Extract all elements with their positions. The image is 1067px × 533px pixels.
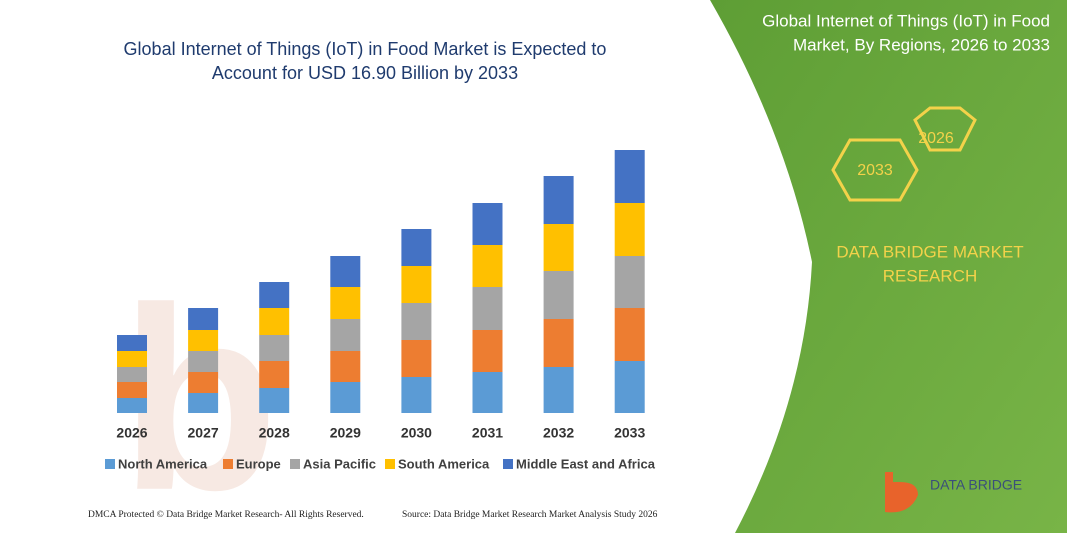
x-tick-label: 2030 — [401, 425, 432, 441]
bar-segment — [117, 382, 147, 398]
hexagon — [913, 106, 977, 152]
bar-segment — [259, 335, 290, 361]
legend-label: Europe — [236, 456, 281, 471]
bar-segment — [614, 203, 645, 256]
x-tick-label: 2031 — [472, 425, 503, 441]
bar-segment — [259, 361, 290, 388]
panel-title-line1: Global Internet of Things (IoT) in Food — [762, 11, 1050, 30]
bar-segment — [117, 351, 147, 367]
panel-title-line2: Market, By Regions, 2026 to 2033 — [793, 35, 1050, 54]
bar-segment — [614, 308, 645, 361]
green-panel — [710, 0, 1067, 533]
legend-swatch — [290, 459, 300, 469]
bar-segment — [330, 287, 361, 319]
bar-segment — [543, 367, 574, 413]
legend-label: North America — [118, 456, 208, 471]
x-tick-label: 2028 — [259, 425, 290, 441]
bar-segment — [401, 340, 432, 377]
brand-line1: DATA BRIDGE MARKET — [836, 242, 1023, 261]
bar-segment — [330, 319, 361, 351]
legend-label: Asia Pacific — [303, 456, 376, 471]
x-tick-label: 2032 — [543, 425, 574, 441]
bar-segment — [614, 256, 645, 308]
x-tick-label: 2027 — [188, 425, 219, 441]
bar-segment — [543, 319, 574, 367]
bar-segment — [117, 398, 147, 413]
bar-segment — [472, 287, 503, 330]
bar-segment — [543, 224, 574, 271]
x-tick-label: 2033 — [614, 425, 645, 441]
legend-swatch — [105, 459, 115, 469]
hexagon-label: 2033 — [857, 162, 893, 179]
legend-label: South America — [398, 456, 490, 471]
legend-swatch — [503, 459, 513, 469]
bar-segment — [472, 330, 503, 372]
bar-segment — [472, 245, 503, 287]
legend-swatch — [385, 459, 395, 469]
logo-text: DATA BRIDGE — [930, 477, 1022, 493]
bar-segment — [259, 282, 290, 308]
legend-swatch — [223, 459, 233, 469]
footer-right: Source: Data Bridge Market Research Mark… — [402, 510, 658, 520]
bar-segment — [472, 203, 503, 245]
hexagon-label: 2026 — [918, 130, 954, 147]
plot: 2026 2027 2028 2029 2030 2031 2032 2033 North Am… — [105, 150, 656, 471]
bar-segment — [614, 150, 645, 203]
hexagon — [831, 138, 919, 202]
bar-segment — [330, 382, 361, 413]
bar-segment — [543, 271, 574, 319]
bar-segment — [330, 351, 361, 382]
chart-title-line1: Global Internet of Things (IoT) in Food … — [124, 39, 607, 59]
bar-segment — [188, 330, 219, 351]
bar-segment — [259, 388, 290, 413]
bar-segment — [117, 335, 147, 351]
bar-segment — [188, 372, 219, 393]
bar-segment — [401, 266, 432, 303]
legend-label: Middle East and Africa — [516, 456, 656, 471]
bar-segment — [188, 393, 219, 413]
bar-segment — [543, 176, 574, 224]
x-tick-label: 2029 — [330, 425, 361, 441]
bar-segment — [614, 361, 645, 413]
bar-segment — [401, 229, 432, 266]
bar-segment — [472, 372, 503, 413]
brand-line2: RESEARCH — [883, 266, 977, 285]
bar-segment — [259, 308, 290, 335]
bar-segment — [117, 367, 147, 382]
bar-segment — [401, 303, 432, 340]
footer-left: DMCA Protected © Data Bridge Market Rese… — [88, 509, 364, 520]
bar-segment — [188, 351, 219, 372]
x-tick-label: 2026 — [116, 425, 147, 441]
bar-segment — [330, 256, 361, 287]
bar-segment — [401, 377, 432, 413]
chart-title-line2: Account for USD 16.90 Billion by 2033 — [212, 63, 518, 83]
logo-mark — [885, 472, 918, 513]
bar-segment — [188, 308, 219, 330]
